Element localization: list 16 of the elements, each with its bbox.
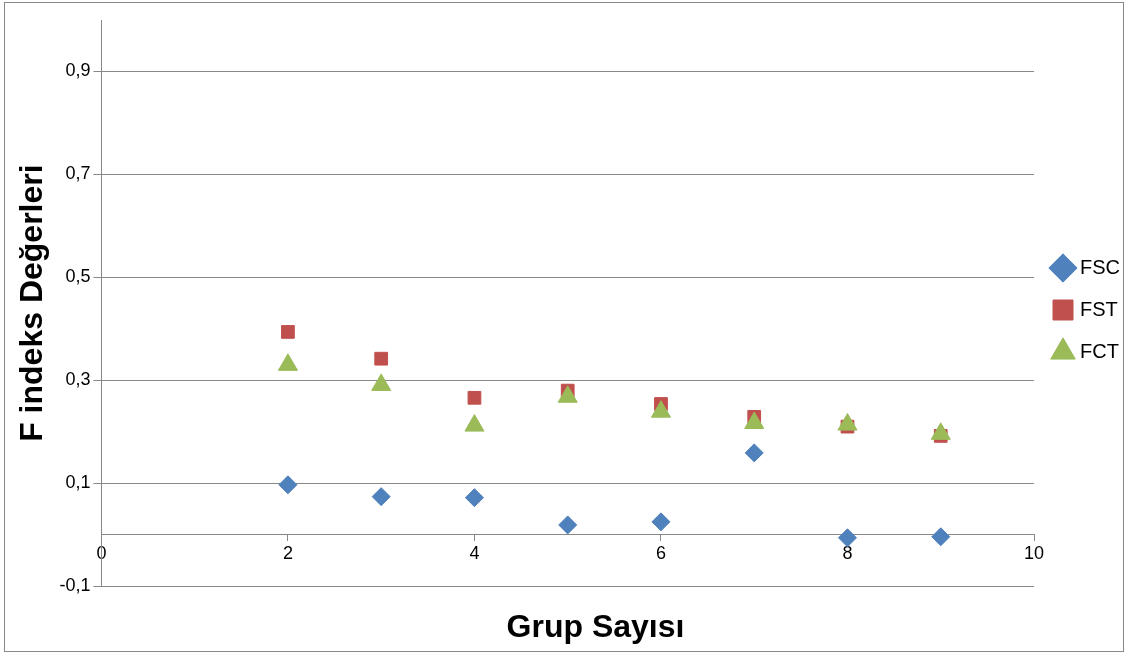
x-axis-title: Grup Sayısı xyxy=(505,608,686,645)
y-tick-label: 0,3 xyxy=(65,369,91,390)
y-tick-label: -0,1 xyxy=(59,575,91,596)
y-tick-label: 0,7 xyxy=(65,163,91,184)
legend-label: FCT xyxy=(1080,339,1119,362)
y-tick-label: 0,9 xyxy=(65,60,91,81)
x-tick-label: 2 xyxy=(282,543,293,564)
legend-label: FST xyxy=(1080,297,1118,320)
x-tick-label: 8 xyxy=(842,543,853,564)
y-tick-label: 0,1 xyxy=(65,472,91,493)
x-tick-label: 6 xyxy=(655,543,666,564)
y-axis-title: F indeks Değerleri xyxy=(13,164,50,442)
legend-label: FSC xyxy=(1080,255,1120,278)
x-tick-label: 4 xyxy=(469,543,480,564)
y-tick-label: 0,5 xyxy=(65,266,91,287)
x-tick-label: 10 xyxy=(1023,543,1045,564)
